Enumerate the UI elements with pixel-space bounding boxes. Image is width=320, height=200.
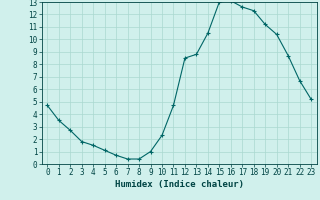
X-axis label: Humidex (Indice chaleur): Humidex (Indice chaleur) (115, 180, 244, 189)
